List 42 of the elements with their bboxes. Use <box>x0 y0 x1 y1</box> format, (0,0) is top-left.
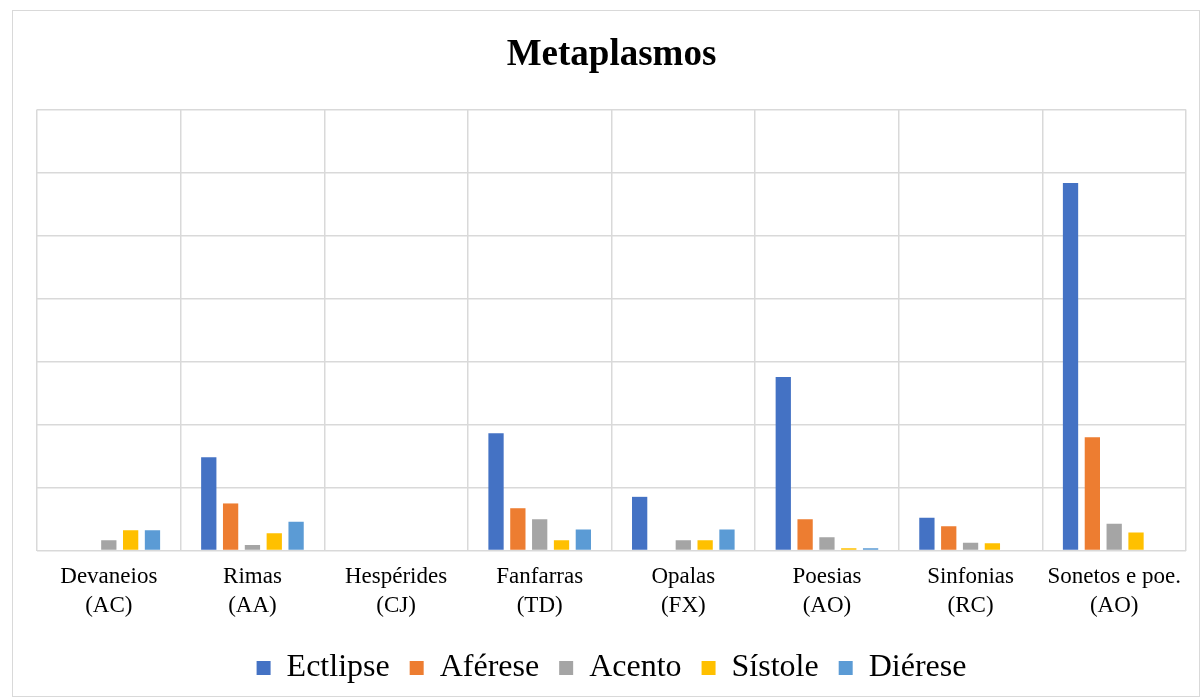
bar <box>101 540 117 550</box>
bar <box>941 526 957 550</box>
bar <box>288 521 304 550</box>
bar <box>266 533 282 550</box>
bar <box>1106 523 1122 550</box>
x-tick-label: Fanfarras (TD) <box>496 562 584 617</box>
legend-label: Aférese <box>439 647 540 684</box>
bar <box>222 503 239 550</box>
legend-label: Diérese <box>868 647 967 684</box>
bar <box>632 496 648 550</box>
chart-title: Metaplasmos <box>506 31 717 73</box>
bar <box>553 540 570 550</box>
bar <box>123 530 139 550</box>
legend-label: Acento <box>589 647 682 684</box>
legend-label: Sístole <box>731 647 819 684</box>
bar <box>797 519 813 550</box>
bar <box>575 529 591 550</box>
bar <box>984 543 1001 550</box>
bar <box>719 529 735 550</box>
bar <box>775 377 791 550</box>
bar <box>244 544 261 550</box>
bar <box>488 433 504 550</box>
bar <box>697 540 713 550</box>
bar <box>201 457 217 550</box>
legend-label: Ectlipse <box>286 647 390 684</box>
bar <box>532 519 548 550</box>
bar <box>675 540 691 550</box>
x-tick-label: Devaneios (AC) <box>60 562 158 617</box>
bar <box>962 542 979 550</box>
x-tick-label: Sonetos e poe. (AO) <box>1047 562 1181 617</box>
bar <box>819 537 835 550</box>
bar <box>1084 437 1100 550</box>
bar <box>510 508 526 550</box>
bar <box>919 517 935 550</box>
bar <box>1062 182 1079 550</box>
x-tick-label: Rimas (AA) <box>223 562 282 617</box>
bar <box>144 530 161 550</box>
x-tick-label: Sinfonias (RC) <box>927 562 1015 617</box>
x-tick-label: Hespérides (CJ) <box>344 562 448 617</box>
x-tick-label: Poesias (AO) <box>792 562 862 617</box>
x-tick-label: Opalas (FX) <box>651 562 716 617</box>
bar <box>1128 532 1144 550</box>
